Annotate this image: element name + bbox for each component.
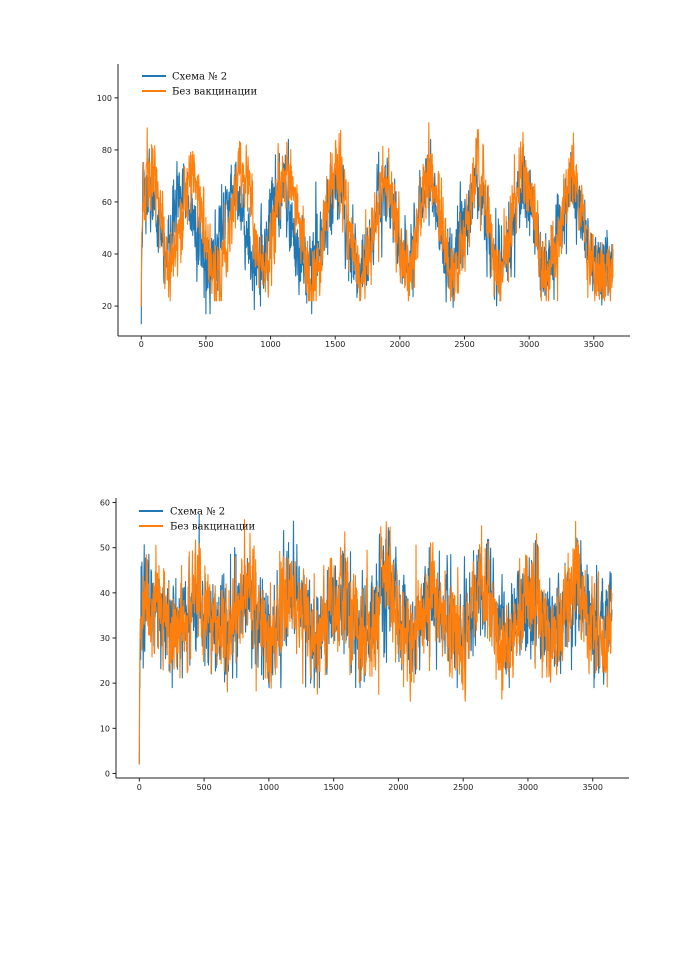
chart-1-x-tick-label-1000: 1000 bbox=[260, 340, 280, 349]
chart-2-x-tick-label-500: 500 bbox=[196, 783, 211, 792]
chart-1-x-ticks: 0 500 1000 1500 2000 2500 3000 3500 bbox=[139, 336, 604, 349]
chart-1-series-line-2 bbox=[140, 122, 614, 307]
chart-1-x-tick-label-500: 500 bbox=[198, 340, 213, 349]
chart-1-x-tick-label-0: 0 bbox=[139, 340, 144, 349]
chart-1-x-tick-label-3500: 3500 bbox=[584, 340, 604, 349]
chart-1-x-tick-label-1500: 1500 bbox=[325, 340, 345, 349]
chart-1-legend: Схема № 2 Без вакцинации bbox=[142, 72, 258, 98]
chart-1-series-line-1 bbox=[140, 138, 614, 325]
chart-2-x-tick-label-2500: 2500 bbox=[453, 783, 473, 792]
chart-1-y-tick-label-40: 40 bbox=[102, 250, 112, 259]
chart-2-x-tick-label-0: 0 bbox=[137, 783, 142, 792]
chart-1-y-tick-label-100: 100 bbox=[97, 94, 112, 103]
chart-2-legend-label-1: Схема № 2 bbox=[170, 507, 225, 518]
chart-2-y-tick-label-10: 10 bbox=[100, 724, 110, 733]
chart-2-series-layer bbox=[138, 514, 613, 765]
chart-2-x-ticks: 0 500 1000 1500 2000 2500 3000 3500 bbox=[137, 778, 603, 792]
chart-2-y-ticks: 0 10 20 30 40 50 60 bbox=[100, 499, 116, 778]
chart-2-x-tick-label-3500: 3500 bbox=[583, 783, 603, 792]
chart-1-y-tick-label-80: 80 bbox=[102, 146, 112, 155]
chart-2: 0 500 1000 1500 2000 2500 3000 3500 0 10 20 30 40 50… bbox=[100, 498, 629, 792]
chart-1-x-tick-label-3000: 3000 bbox=[519, 340, 539, 349]
chart-2-legend-label-2: Без вакцинации bbox=[170, 522, 256, 533]
chart-2-x-tick-label-3000: 3000 bbox=[518, 783, 538, 792]
chart-2-y-tick-label-50: 50 bbox=[100, 544, 110, 553]
chart-1-x-tick-label-2000: 2000 bbox=[390, 340, 410, 349]
chart-2-x-tick-label-1500: 1500 bbox=[323, 783, 343, 792]
chart-1-legend-label-2: Без вакцинации bbox=[172, 87, 258, 98]
chart-2-series-line-2 bbox=[138, 519, 613, 765]
chart-2-y-tick-label-40: 40 bbox=[100, 589, 110, 598]
chart-2-y-tick-label-30: 30 bbox=[100, 634, 110, 643]
chart-1-y-tick-label-20: 20 bbox=[102, 302, 112, 311]
chart-2-x-tick-label-1000: 1000 bbox=[259, 783, 279, 792]
chart-1-y-ticks: 20 40 60 80 100 bbox=[97, 94, 118, 311]
chart-1-y-tick-label-60: 60 bbox=[102, 198, 112, 207]
chart-2-legend: Схема № 2 Без вакцинации bbox=[139, 507, 256, 533]
chart-1-x-tick-label-2500: 2500 bbox=[454, 340, 474, 349]
chart-2-x-tick-label-2000: 2000 bbox=[388, 783, 408, 792]
chart-2-y-tick-label-20: 20 bbox=[100, 679, 110, 688]
chart-2-y-tick-label-0: 0 bbox=[105, 769, 110, 778]
chart-1: 0 500 1000 1500 2000 2500 3000 3500 20 40 60 80 100… bbox=[97, 64, 630, 349]
chart-1-legend-label-1: Схема № 2 bbox=[172, 72, 227, 83]
chart-1-series-layer bbox=[140, 122, 614, 325]
chart-2-y-tick-label-60: 60 bbox=[100, 499, 110, 508]
